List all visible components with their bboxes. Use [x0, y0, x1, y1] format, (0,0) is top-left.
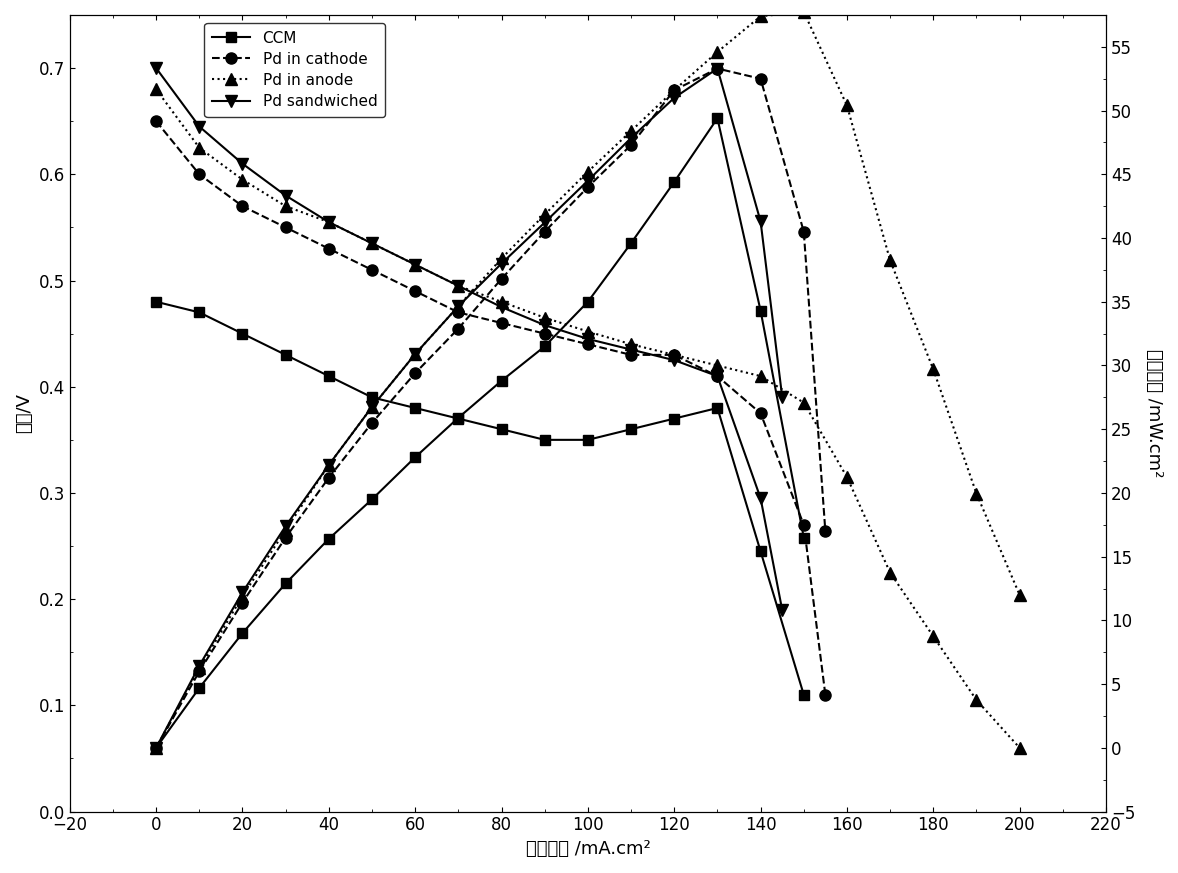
CCM — [192, 307, 206, 318]
Pd in cathode — [279, 223, 293, 233]
Pd in anode — [1013, 743, 1027, 753]
Pd sandwiched — [279, 190, 293, 201]
Pd in anode — [537, 313, 551, 323]
CCM — [796, 690, 810, 700]
Pd in anode — [495, 297, 509, 307]
Pd in cathode — [322, 244, 336, 254]
Pd in anode — [710, 361, 724, 371]
Pd in cathode — [710, 371, 724, 382]
CCM — [408, 402, 422, 413]
Pd in cathode — [408, 286, 422, 297]
Pd in cathode — [667, 350, 681, 361]
Pd in cathode — [581, 339, 595, 349]
Pd sandwiched — [192, 121, 206, 132]
CCM — [581, 435, 595, 445]
Pd in anode — [279, 201, 293, 211]
Pd sandwiched — [451, 280, 465, 291]
Pd in anode — [365, 238, 379, 249]
CCM — [150, 297, 164, 307]
Line: CCM: CCM — [151, 297, 808, 699]
Line: Pd sandwiched: Pd sandwiched — [151, 63, 788, 615]
Pd in cathode — [150, 116, 164, 127]
Pd sandwiched — [624, 344, 638, 354]
Pd in cathode — [537, 328, 551, 339]
Pd in anode — [969, 695, 984, 705]
Pd sandwiched — [322, 217, 336, 227]
Pd in anode — [624, 339, 638, 349]
Line: Pd in anode: Pd in anode — [151, 84, 1025, 753]
Line: Pd in cathode: Pd in cathode — [151, 115, 830, 700]
CCM — [365, 392, 379, 402]
Y-axis label: 电压/V: 电压/V — [15, 394, 33, 433]
CCM — [754, 546, 768, 557]
CCM — [451, 413, 465, 423]
CCM — [667, 413, 681, 423]
Pd in cathode — [495, 318, 509, 328]
Pd sandwiched — [667, 355, 681, 366]
Pd in anode — [408, 259, 422, 270]
Pd in cathode — [624, 350, 638, 361]
Pd in anode — [884, 567, 898, 578]
Pd in cathode — [819, 690, 833, 700]
Pd in anode — [150, 84, 164, 94]
Pd in anode — [451, 280, 465, 291]
Pd in cathode — [451, 307, 465, 318]
CCM — [495, 424, 509, 435]
Pd in cathode — [192, 169, 206, 180]
Pd in cathode — [236, 201, 250, 211]
Pd in anode — [754, 371, 768, 382]
Pd sandwiched — [150, 63, 164, 73]
CCM — [710, 402, 724, 413]
Pd in anode — [192, 142, 206, 153]
Legend: CCM, Pd in cathode, Pd in anode, Pd sandwiched: CCM, Pd in cathode, Pd in anode, Pd sand… — [205, 23, 385, 117]
Pd in anode — [581, 327, 595, 337]
Pd sandwiched — [495, 302, 509, 313]
CCM — [322, 371, 336, 382]
Pd sandwiched — [754, 493, 768, 504]
Pd sandwiched — [236, 159, 250, 169]
Pd sandwiched — [710, 371, 724, 382]
Pd in anode — [322, 217, 336, 227]
CCM — [236, 328, 250, 339]
CCM — [279, 350, 293, 361]
CCM — [624, 424, 638, 435]
Pd sandwiched — [408, 259, 422, 270]
Pd in anode — [667, 350, 681, 361]
Y-axis label: 功率密度 /mW.cm²: 功率密度 /mW.cm² — [1145, 349, 1163, 478]
Pd in anode — [796, 397, 810, 408]
Pd sandwiched — [537, 320, 551, 330]
Pd in anode — [840, 471, 854, 482]
X-axis label: 电流密度 /mA.cm²: 电流密度 /mA.cm² — [525, 840, 650, 858]
Pd in anode — [926, 631, 940, 642]
Pd in cathode — [796, 519, 810, 530]
Pd sandwiched — [365, 238, 379, 249]
Pd in cathode — [365, 265, 379, 275]
Pd sandwiched — [581, 333, 595, 344]
Pd in cathode — [754, 408, 768, 418]
Pd in anode — [236, 175, 250, 185]
Pd sandwiched — [775, 604, 789, 615]
CCM — [537, 435, 551, 445]
